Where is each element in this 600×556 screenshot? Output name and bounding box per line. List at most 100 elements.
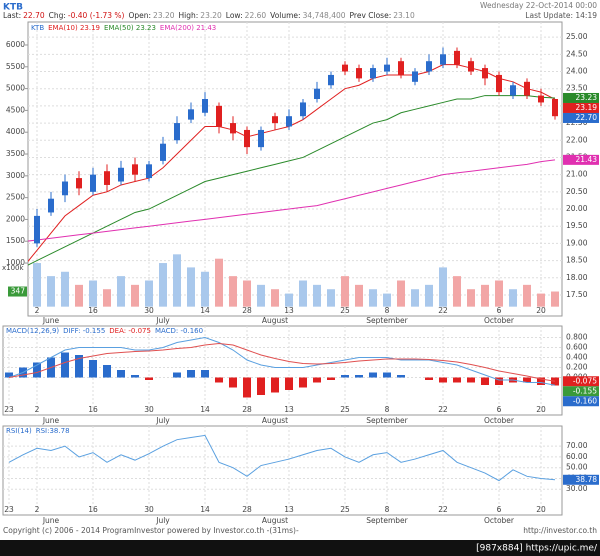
plot-area [3, 426, 562, 515]
x-tick-label: 13 [284, 405, 294, 414]
value-tag-label: -0.075 [573, 376, 597, 385]
candle-body [286, 116, 292, 127]
candle-body [202, 99, 208, 113]
volume-tick-label: 4500 [6, 105, 25, 114]
legend-item: MACD: -0.160 [155, 327, 203, 335]
volume-bar [229, 276, 237, 307]
last-update: Last Update: 14:19 [525, 11, 597, 20]
value-tag-label: 22.70 [576, 113, 598, 122]
volume-bar [243, 280, 251, 307]
volume-bar [397, 280, 405, 307]
macd-bar [467, 377, 475, 383]
quote-label: Chg: [49, 11, 66, 20]
month-label: August [262, 416, 288, 425]
macd-bar [285, 377, 293, 390]
candle-body [132, 164, 138, 175]
x-tick-label: 2 [35, 306, 40, 315]
x-tick-label: 14 [200, 405, 210, 414]
value-tag-label: -0.155 [573, 386, 597, 395]
volume-bar [285, 293, 293, 307]
volume-bar [411, 289, 419, 307]
x-tick-label: 30 [144, 505, 154, 514]
y-tick-label: 23.50 [566, 84, 588, 93]
quote-value: 22.70 [23, 11, 45, 20]
y-tick-label: 19.00 [566, 238, 588, 247]
x-tick-label: 8 [385, 306, 390, 315]
volume-bar [103, 289, 111, 307]
volume-bar [537, 293, 545, 307]
macd-bar [187, 370, 195, 378]
quote-value: 23.20 [153, 11, 175, 20]
month-label: August [262, 516, 288, 525]
macd-bar [383, 372, 391, 378]
copyright: Copyright (c) 2006 - 2014 ProgramInvesto… [3, 526, 299, 535]
candle-body [34, 215, 40, 244]
candle-body [328, 74, 334, 86]
legend-item: EMA(10) 23.19 [48, 24, 100, 32]
macd-bar [551, 377, 559, 386]
macd-bar [103, 365, 111, 378]
x-tick-label: 2 [35, 505, 40, 514]
x-tick-label: 22 [438, 405, 448, 414]
x-tick-label: 14 [200, 306, 210, 315]
rsi-panel-frame [2, 425, 563, 516]
macd-bar [537, 377, 545, 385]
indicator-line [8, 342, 556, 382]
x-tick-label: 20 [536, 306, 546, 315]
indicator-line [8, 434, 556, 482]
quote-value: 23.10 [393, 11, 415, 20]
x-tick-label: 16 [88, 306, 98, 315]
x-tick-label: 20 [536, 505, 546, 514]
macd-bar [89, 360, 97, 378]
plot-area [28, 22, 562, 316]
quote-value: 22.60 [245, 11, 267, 20]
volume-bar [89, 280, 97, 307]
y-tick-label: 0.600 [566, 343, 588, 352]
legend-item: RSI(14) [6, 427, 32, 435]
value-tag-label: 21.43 [576, 155, 598, 164]
candle-body [356, 68, 362, 79]
volume-bar [47, 276, 55, 307]
volume-tag-label: 347 [11, 287, 26, 296]
candle-body [342, 64, 348, 72]
volume-bar [131, 284, 139, 307]
macd-bar [75, 355, 83, 378]
x-tick-label: 8 [385, 505, 390, 514]
volume-bar [271, 289, 279, 307]
volume-tick-label: 1000 [6, 258, 25, 267]
month-label: July [155, 316, 170, 325]
volume-bar [313, 284, 321, 307]
volume-tick-label: 5000 [6, 84, 25, 93]
y-tick-label: 50.00 [566, 463, 588, 472]
value-tag-label: 23.23 [576, 93, 598, 102]
macd-bar [355, 375, 363, 378]
candle-body [174, 123, 180, 141]
quote-label: Prev Close: [350, 11, 392, 20]
month-label: October [484, 316, 515, 325]
candle-body [104, 171, 110, 185]
macd-bar [201, 370, 209, 378]
value-tag [563, 396, 599, 407]
volume-tick-label: 3000 [6, 171, 25, 180]
y-tick-label: 0.200 [566, 363, 588, 372]
x-tick-label: 28 [242, 405, 252, 414]
value-tag [563, 102, 599, 113]
x-tick-label: 25 [340, 306, 350, 315]
candle-body [510, 85, 516, 96]
macd-bar [369, 372, 377, 378]
candle-body [118, 167, 124, 182]
macd-panel-frame [2, 325, 563, 416]
volume-bar [75, 284, 83, 307]
candle-body [216, 105, 222, 127]
main-panel-frame [27, 21, 563, 317]
candle-body [384, 64, 390, 72]
candle-body [272, 116, 278, 124]
macd-bar [243, 377, 251, 398]
volume-bar [495, 280, 503, 307]
macd-bar [215, 377, 223, 383]
candle-body [426, 61, 432, 72]
datetime: Wednesday 22-Oct-2014 00:00 [480, 1, 597, 10]
macd-bar [495, 377, 503, 385]
month-label: September [366, 416, 408, 425]
